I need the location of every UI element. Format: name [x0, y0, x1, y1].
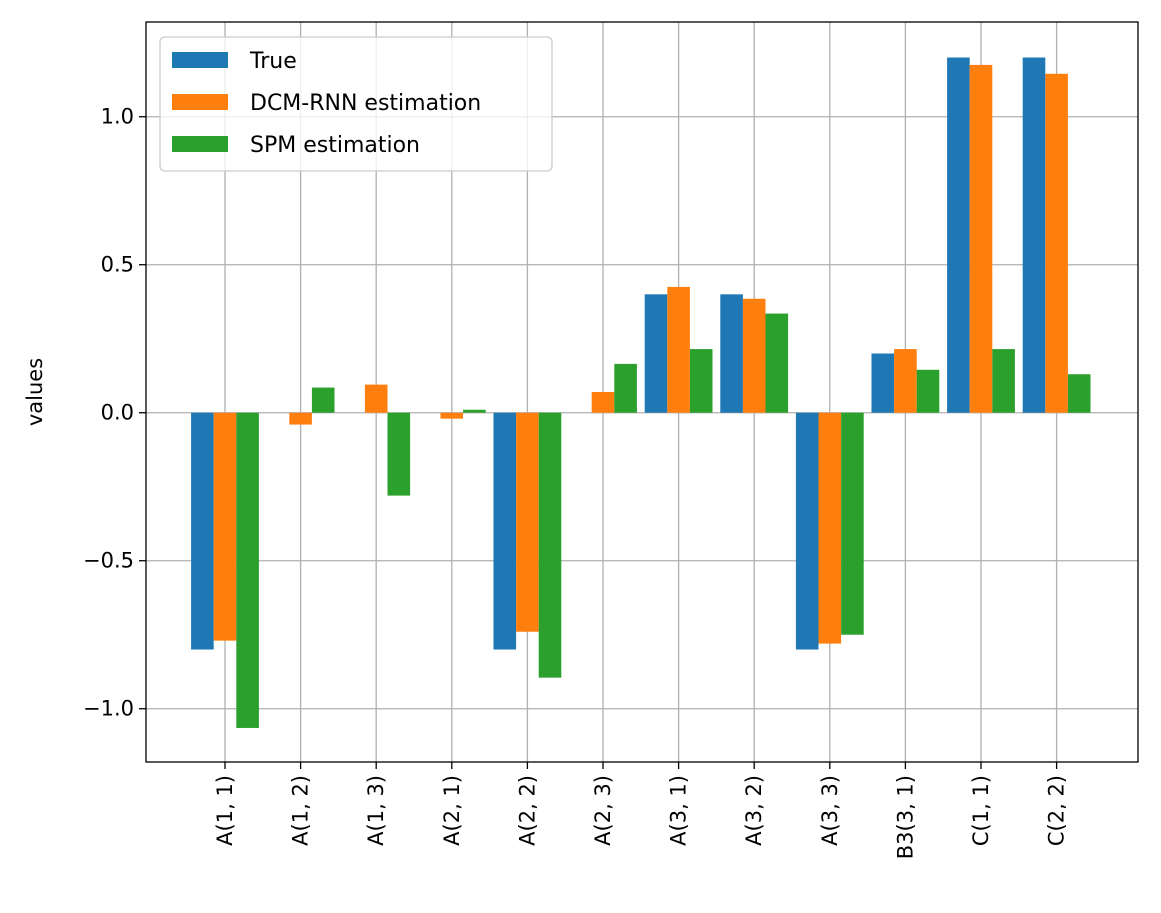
y-tick-label: 1.0: [101, 105, 134, 129]
legend-label: True: [249, 49, 297, 74]
x-tick-label: B3(3, 1): [893, 775, 917, 859]
bar: [311, 387, 335, 413]
bar: [538, 412, 562, 678]
y-tick-label: −1.0: [83, 697, 134, 721]
bar: [387, 412, 411, 496]
bar: [289, 412, 312, 425]
y-tick-label: 0.0: [101, 401, 134, 425]
bar: [1022, 57, 1046, 413]
bar: [440, 412, 464, 419]
bar: [1045, 73, 1068, 413]
y-tick-label: −0.5: [83, 549, 134, 573]
legend-swatch: [172, 52, 228, 68]
bar: [720, 294, 743, 413]
legend-box: [159, 36, 553, 172]
bar: [742, 298, 766, 413]
bars: [191, 57, 1091, 728]
bar: [1067, 374, 1091, 413]
bar: [463, 409, 486, 413]
y-tick-label: 0.5: [101, 253, 134, 277]
bar: [818, 412, 842, 644]
bar: [364, 384, 388, 413]
bar: [916, 369, 940, 413]
bar: [689, 349, 713, 413]
plot-frame: [145, 21, 1139, 763]
bar: [667, 286, 690, 413]
legend-label: DCM-RNN estimation: [250, 91, 481, 116]
bar: [516, 412, 539, 632]
bar: [191, 412, 214, 650]
x-tick-label: A(3, 2): [742, 775, 766, 846]
bar: [871, 353, 895, 413]
bar: [644, 294, 668, 413]
x-tick-label: A(1, 2): [289, 775, 313, 846]
x-tick-label: A(1, 1): [213, 775, 237, 846]
legend-swatch: [172, 94, 228, 110]
y-axis-label: values: [23, 358, 47, 426]
x-tick-label: A(2, 1): [440, 775, 464, 846]
bar: [969, 64, 993, 413]
x-tick-label: A(2, 3): [591, 775, 615, 846]
bar: [614, 363, 637, 413]
bar: [591, 392, 615, 413]
x-tick-label: A(3, 1): [667, 775, 691, 846]
legend-label: SPM estimation: [250, 133, 420, 158]
bar: [795, 412, 819, 650]
legend: True DCM-RNN estimation SPM estimation: [159, 36, 553, 172]
bar: [841, 412, 864, 635]
x-tick-label: C(2, 2): [1045, 775, 1069, 846]
legend-swatch: [172, 136, 228, 152]
x-tick-label: A(1, 3): [364, 775, 388, 846]
bar: [992, 349, 1015, 413]
bar: [894, 349, 917, 413]
bar: [765, 313, 789, 413]
axes: 1.0 0.5 0.0 −0.5 −1.0 A(1, 1) A(1, 2) A(1, 3) A(…: [83, 21, 1139, 859]
bar: [493, 412, 517, 650]
bar: [236, 412, 259, 728]
x-tick-label: C(1, 1): [969, 775, 993, 846]
bar: [213, 412, 237, 641]
x-tick-label: A(2, 2): [515, 775, 539, 846]
x-tick-label: A(3, 3): [818, 775, 842, 846]
bar: [947, 57, 970, 413]
